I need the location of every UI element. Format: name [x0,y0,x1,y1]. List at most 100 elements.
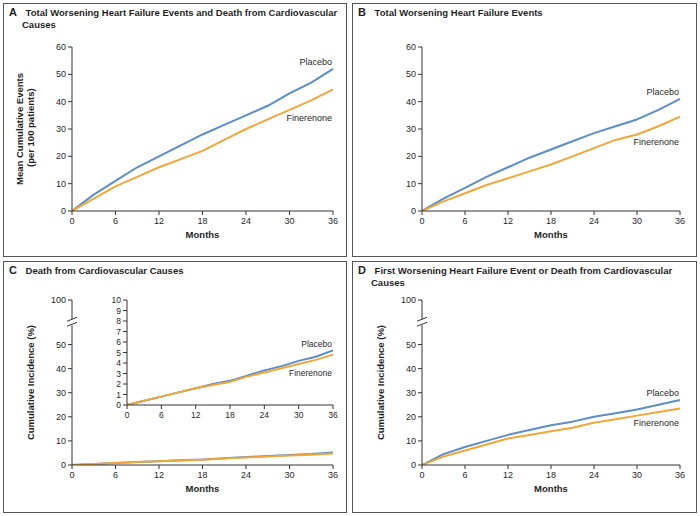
x-tick-label: 24 [260,410,270,420]
chart-panel: A Total Worsening Heart Failure Events a… [4,4,347,257]
panel-border [4,4,347,257]
y-tick [418,156,422,157]
y-tick-label: 10 [56,436,66,446]
y-tick-label: 0 [116,400,121,410]
y-tick [418,211,422,212]
x-tick [333,405,334,409]
y-tick-label: 60 [406,42,416,52]
x-tick-label: 6 [462,470,467,480]
y-tick [123,373,127,374]
x-tick [72,465,73,469]
y-tick [123,342,127,343]
figure: A Total Worsening Heart Failure Events a… [0,0,700,516]
y-tick-label: 100 [401,295,416,305]
x-tick-label: 30 [284,470,294,480]
x-tick [195,405,196,409]
x-tick [637,211,638,215]
series-line [72,69,333,211]
x-tick [637,465,638,469]
series-label: Placebo [301,339,332,349]
y-axis-label-line: Cumulative Incidence (%) [375,325,386,440]
x-tick [508,211,509,215]
panel-letter: B [358,6,366,18]
series-line [72,452,333,465]
x-tick [246,465,247,469]
series-label: Placebo [299,57,332,67]
y-tick-label: 100 [51,295,66,305]
x-tick-label: 6 [113,216,118,226]
y-tick [68,416,72,417]
chart-panel: D First Worsening Heart Failure Event or… [353,262,697,513]
y-tick [123,352,127,353]
y-tick-label: 30 [56,388,66,398]
y-tick [418,74,422,75]
panel-title-text: First Worsening Heart Failure Event or D… [372,265,673,276]
series-line [72,453,333,465]
series-line [422,117,680,211]
axis-break [417,322,427,326]
y-tick [123,310,127,311]
axis-break-gap [66,319,78,325]
inset-chart: 061218243036012345678910PlaceboFinerenon… [112,295,338,420]
panel-title-text: Causes [371,277,405,288]
x-tick-label: 36 [328,216,338,226]
series-label: Placebo [646,388,679,398]
axis-break [417,317,427,321]
chart-panel: C Death from Cardiovascular Causes061218… [4,262,347,513]
x-tick [422,211,423,215]
panel-title: B Total Worsening Heart Failure Events [358,6,543,18]
y-axis-label-line: (per 100 patients) [25,88,36,169]
y-tick [123,331,127,332]
y-tick-label: 20 [406,151,416,161]
y-tick-label: 9 [116,306,121,316]
y-tick [418,368,422,369]
panel-letter: D [358,264,366,276]
plot-lines [72,69,333,211]
y-tick [123,405,127,406]
x-tick [422,465,423,469]
x-tick-label: 30 [294,410,304,420]
series-label: Finerenone [289,368,332,378]
series-line [127,350,333,405]
series-line [422,408,680,465]
y-tick [418,47,422,48]
y-tick-label: 20 [56,151,66,161]
y-tick-label: 50 [406,69,416,79]
y-tick [68,440,72,441]
x-tick-label: 12 [503,470,513,480]
x-tick-label: 30 [284,216,294,226]
series-line [422,400,680,465]
series-line [72,89,333,211]
y-tick-label: 30 [56,124,66,134]
y-tick [418,416,422,417]
x-tick-label: 18 [546,216,556,226]
y-tick-label: 4 [116,358,121,368]
y-tick [123,384,127,385]
series-line [127,355,333,405]
x-tick-label: 12 [503,216,513,226]
x-tick [161,405,162,409]
x-tick-label: 12 [191,410,201,420]
y-tick [68,392,72,393]
y-tick [68,211,72,212]
x-tick [298,405,299,409]
y-tick [418,392,422,393]
y-tick-label: 20 [56,412,66,422]
y-tick-label: 8 [116,316,121,326]
y-tick [123,363,127,364]
x-tick-label: 0 [125,410,130,420]
x-tick-label: 24 [241,216,251,226]
x-tick-label: 0 [69,216,74,226]
x-tick [465,211,466,215]
x-tick [230,405,231,409]
x-tick [202,465,203,469]
y-tick-label: 30 [406,388,416,398]
x-tick-label: 12 [154,470,164,480]
y-tick [68,368,72,369]
y-axis-label: Cumulative Incidence (%) [25,325,36,440]
y-tick [123,394,127,395]
x-tick [72,211,73,215]
y-tick-label: 1 [116,390,121,400]
y-tick [418,440,422,441]
x-tick-label: 24 [589,216,599,226]
